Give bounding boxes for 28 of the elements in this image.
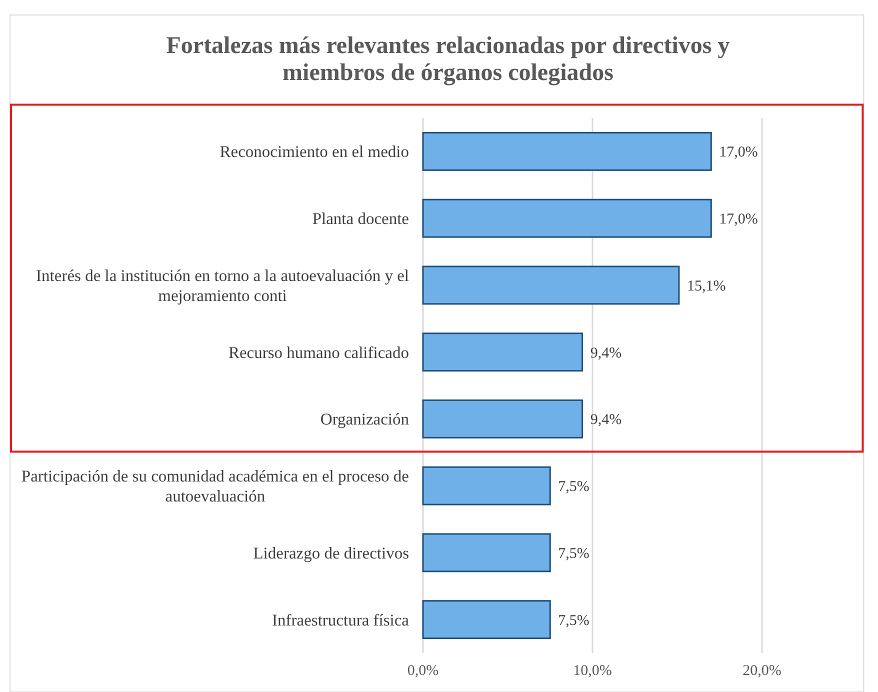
- data-label: 7,5%: [558, 479, 590, 496]
- x-tick-label: 10,0%: [573, 663, 612, 679]
- bar: [422, 600, 551, 640]
- y-tick-label: Interés de la institución en torno a la autoevaluación y el mejoramiento conti: [36, 266, 410, 305]
- y-tick-label: Reconocimiento en el medio: [220, 142, 409, 162]
- bar: [422, 266, 680, 305]
- data-label: 17,0%: [719, 144, 758, 161]
- data-label: 17,0%: [719, 212, 758, 228]
- y-tick-label: Recurso humano calificado: [228, 342, 409, 362]
- bar: [422, 399, 584, 438]
- y-tick-label: Organización: [320, 410, 409, 429]
- y-tick-label: Participación de su comunidad académica en el proceso de autoevaluación: [21, 466, 409, 506]
- bar: [422, 132, 712, 171]
- bar: [422, 332, 584, 372]
- x-tick-label: 20,0%: [742, 663, 782, 679]
- data-label: 9,4%: [590, 412, 622, 428]
- y-tick-label: Infraestructura física: [272, 610, 410, 630]
- data-label: 9,4%: [590, 345, 622, 362]
- data-label: 7,5%: [558, 612, 590, 629]
- chart-title: Fortalezas más relevantes relacionadas por directivos y miembros de órganos colegiados: [166, 33, 730, 86]
- bar: [422, 533, 551, 572]
- x-tick-label: 0,0%: [407, 663, 439, 679]
- y-tick-label: Planta docente: [312, 209, 409, 228]
- y-tick-label: Liderazgo de directivos: [253, 543, 409, 562]
- data-label: 15,1%: [686, 278, 726, 294]
- bar: [422, 198, 712, 238]
- data-label: 7,5%: [558, 546, 590, 562]
- bar: [422, 466, 551, 506]
